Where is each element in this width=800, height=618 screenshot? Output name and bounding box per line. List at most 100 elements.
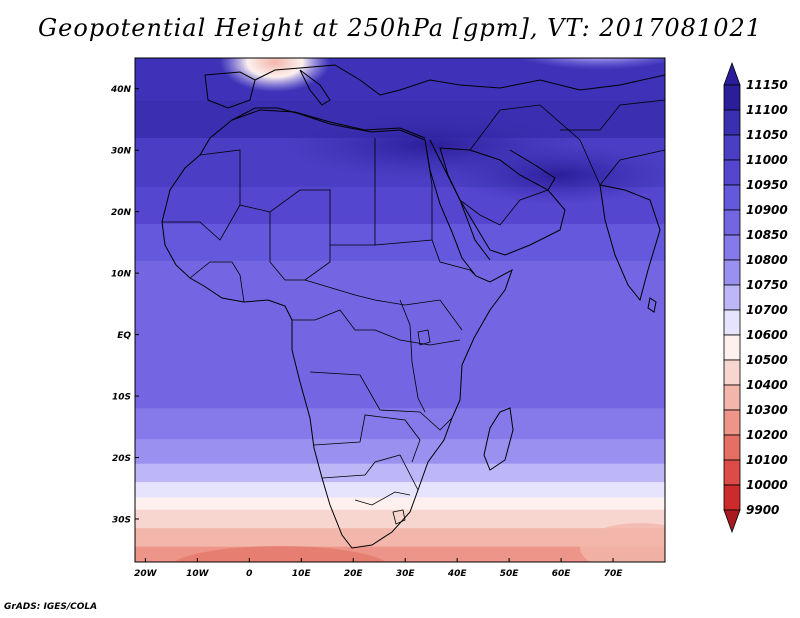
madagascar-outline [483, 407, 514, 471]
colorbar-segment [723, 409, 741, 436]
lat-tick-label: 30S [112, 515, 131, 525]
colorbar-label: 10800 [746, 253, 788, 267]
border-line [459, 189, 549, 226]
colorbar-label: 9900 [746, 503, 779, 517]
map-title: Geopotential Height at 250hPa [gpm], VT:… [38, 14, 762, 42]
border-line [599, 149, 665, 186]
colorbar-max-arrow [723, 61, 741, 86]
arabian-peninsula-outline [439, 147, 566, 256]
colorbar-segment [723, 159, 741, 186]
colorbar-segment [723, 84, 741, 111]
border-line [431, 239, 477, 277]
colorbar-segment [723, 134, 741, 161]
colorbar-label: 10850 [746, 228, 788, 242]
colorbar-segment [723, 209, 741, 236]
colorbar-segment [723, 334, 741, 361]
northeast-trough [506, 58, 665, 82]
lon-tick-label: 10E [292, 569, 312, 579]
lon-tick-label: 40E [447, 569, 468, 579]
border-line [313, 414, 421, 463]
colorbar-label: 10700 [746, 303, 788, 317]
border-line [199, 138, 376, 246]
lon-tick-label: 20W [134, 569, 158, 579]
colorbar-label: 10500 [746, 353, 788, 367]
colorbar-segment [723, 359, 741, 386]
colorbar-label: 10200 [746, 428, 788, 442]
colorbar-label: 11100 [746, 103, 788, 117]
colorbar-min-arrow [723, 509, 741, 534]
europe-coast [254, 64, 665, 96]
contour-band [135, 260, 665, 410]
border-line [304, 279, 463, 331]
grads-credit: GrADS: IGES/COLA [4, 602, 98, 612]
colorbar-segment [723, 459, 741, 486]
country-borders [162, 99, 665, 525]
italy-outline [299, 69, 331, 106]
lon-tick-label: 30E [396, 569, 416, 579]
contour-band [135, 408, 665, 441]
colorbar-segment [723, 309, 741, 336]
lon-tick-label: 20E [344, 569, 364, 579]
border-line [374, 139, 433, 246]
border-line [399, 299, 426, 413]
colorbar-segment [723, 109, 741, 136]
colorbar-segment [723, 259, 741, 286]
border-line [189, 261, 245, 303]
contour-band [135, 482, 665, 499]
persian-gulf [509, 149, 556, 191]
colorbar-segment [723, 284, 741, 311]
lat-tick-label: EQ [117, 331, 131, 341]
lat-tick-label: 20N [111, 208, 132, 218]
border-line [269, 212, 331, 281]
colorbar-label: 10000 [746, 478, 788, 492]
lon-tick-label: 60E [552, 569, 572, 579]
lon-tick-label: 10W [186, 569, 210, 579]
lesotho-outline [392, 509, 406, 525]
mediterranean-trough [220, 58, 330, 92]
lat-tick-label: 30N [111, 147, 132, 157]
colorbar-segment [723, 384, 741, 411]
colorbar-segment [723, 184, 741, 211]
contour-field [135, 58, 665, 562]
colorbar-segment [723, 234, 741, 261]
lat-tick-label: 20S [112, 454, 131, 464]
india-outline [599, 184, 661, 302]
colorbar-label: 10100 [746, 453, 788, 467]
lat-tick-label: 10N [111, 270, 132, 280]
colorbar-segment [723, 434, 741, 461]
border-line [560, 99, 665, 131]
arabia-high-center [450, 145, 665, 205]
border-line [354, 491, 411, 506]
border-line [321, 454, 419, 491]
contour-band [135, 463, 665, 484]
colorbar-label: 10300 [746, 403, 788, 417]
lat-tick-label: 40N [110, 85, 132, 95]
southeast-low [580, 523, 665, 562]
contour-band [135, 439, 665, 465]
colorbar-label: 10900 [746, 203, 788, 217]
contour-band [135, 497, 665, 511]
colorbar-label: 11050 [746, 128, 788, 142]
lon-tick-label: 70E [604, 569, 624, 579]
iberia-outline [204, 71, 256, 109]
sri-lanka [647, 297, 657, 313]
border-line [469, 104, 601, 186]
longitude-ticks: 20W 10W 0 10E 20E 30E 40E 50E 60E 70E [134, 558, 623, 579]
colorbar-segment [723, 484, 741, 511]
border-line [162, 204, 241, 241]
colorbar-label: 10750 [746, 278, 788, 292]
contour-band [135, 528, 665, 548]
plot-frame [134, 57, 666, 563]
colorbar-label: 11000 [746, 153, 788, 167]
lat-tick-label: 10S [112, 393, 131, 403]
southern-low [174, 546, 386, 562]
border-line [309, 371, 453, 431]
lake-victoria [417, 329, 431, 346]
lon-tick-label: 50E [500, 569, 520, 579]
lon-tick-label: 0 [246, 569, 252, 579]
border-line [292, 309, 461, 346]
mediterranean-south-coast [231, 109, 426, 139]
africa-outline [161, 107, 513, 549]
coastlines [161, 64, 665, 549]
